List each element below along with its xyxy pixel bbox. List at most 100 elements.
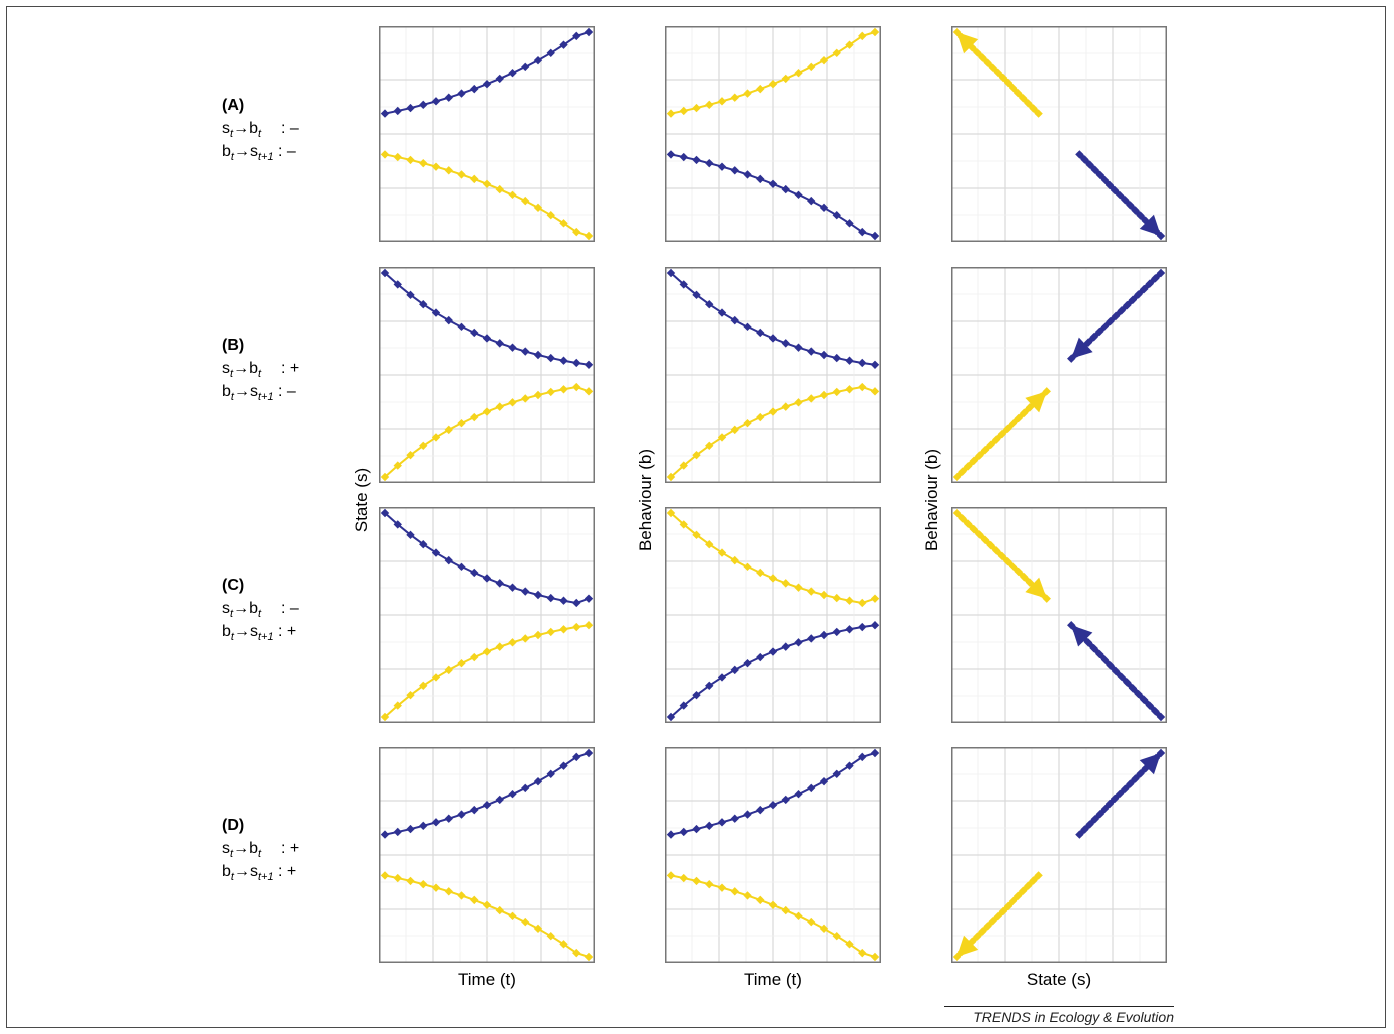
data-point-yellow bbox=[533, 924, 543, 934]
data-point-yellow bbox=[832, 48, 841, 58]
data-point-yellow bbox=[521, 196, 530, 206]
data-point-blue bbox=[832, 627, 841, 637]
data-point-yellow bbox=[679, 873, 688, 883]
data-point-yellow bbox=[666, 109, 676, 118]
data-point-blue bbox=[1100, 175, 1110, 185]
sign: : – bbox=[281, 120, 299, 137]
data-point-blue bbox=[508, 583, 517, 592]
data-point-yellow bbox=[444, 887, 453, 896]
arrowhead-blue bbox=[1071, 625, 1093, 647]
row-label-a: (A) st→bt: – bt→st+1 : – bbox=[222, 94, 299, 163]
panel-D-behaviour bbox=[665, 747, 881, 963]
panel-border bbox=[665, 507, 881, 723]
data-point-blue bbox=[431, 97, 441, 106]
data-point-blue bbox=[692, 690, 701, 700]
data-point-blue bbox=[870, 231, 880, 241]
row-label-c: (C) st→bt: – bt→st+1 : + bbox=[222, 574, 299, 643]
data-point-yellow bbox=[730, 555, 739, 565]
data-point-yellow bbox=[679, 461, 688, 470]
data-point-yellow bbox=[444, 166, 453, 175]
panel-B-state bbox=[379, 267, 595, 483]
data-point-blue bbox=[743, 810, 752, 819]
sign: : + bbox=[281, 840, 300, 857]
plot-D-behaviour bbox=[665, 747, 881, 963]
data-point-yellow bbox=[533, 630, 543, 640]
data-point-yellow bbox=[546, 627, 555, 637]
data-point-yellow bbox=[978, 927, 987, 936]
data-point-yellow bbox=[819, 590, 829, 600]
data-point-blue bbox=[406, 824, 415, 834]
data-point-yellow bbox=[832, 593, 841, 603]
s-to-b-relation: st→bt: + bbox=[222, 840, 300, 860]
panel-D-phase bbox=[951, 747, 1167, 963]
data-point-yellow bbox=[419, 879, 428, 889]
data-point-blue bbox=[743, 322, 752, 332]
panel-border bbox=[665, 747, 881, 963]
data-point-blue bbox=[692, 824, 701, 834]
data-point-yellow bbox=[457, 418, 466, 428]
data-point-yellow bbox=[559, 219, 568, 228]
data-point-yellow bbox=[559, 385, 568, 394]
data-point-blue bbox=[482, 801, 492, 810]
data-point-yellow bbox=[794, 583, 803, 592]
data-point-yellow bbox=[692, 530, 701, 540]
data-point-yellow bbox=[743, 89, 752, 98]
data-point-blue bbox=[781, 642, 790, 651]
data-point-yellow bbox=[768, 900, 778, 909]
panel-border bbox=[951, 747, 1167, 963]
data-point-blue bbox=[393, 827, 402, 837]
data-point-blue bbox=[1111, 666, 1121, 676]
data-point-yellow bbox=[845, 596, 854, 605]
data-point-yellow bbox=[756, 895, 765, 905]
sign: : + bbox=[278, 623, 297, 640]
data-point-yellow bbox=[992, 546, 1001, 555]
data-point-yellow bbox=[584, 231, 594, 241]
data-point-yellow bbox=[819, 390, 829, 400]
data-point-blue bbox=[832, 353, 841, 363]
journal-footer: TRENDS in Ecology & Evolution bbox=[944, 1006, 1174, 1025]
data-point-blue bbox=[819, 630, 829, 640]
data-point-yellow bbox=[495, 642, 504, 651]
s-to-b-relation: st→bt: + bbox=[222, 360, 300, 380]
data-point-blue bbox=[743, 170, 752, 179]
data-point-yellow bbox=[666, 508, 676, 518]
b-to-s-relation: bt→st+1 : – bbox=[222, 383, 296, 403]
data-point-yellow bbox=[521, 394, 530, 403]
data-point-yellow bbox=[419, 441, 428, 450]
sign: : – bbox=[278, 143, 296, 160]
data-point-yellow bbox=[958, 514, 967, 523]
data-point-blue bbox=[584, 360, 594, 369]
data-point-yellow bbox=[807, 62, 816, 72]
data-point-blue bbox=[679, 701, 688, 710]
data-point-blue bbox=[1134, 290, 1143, 299]
panel-D-state bbox=[379, 747, 595, 963]
data-point-blue bbox=[743, 658, 752, 668]
data-point-yellow bbox=[743, 562, 752, 572]
data-point-yellow bbox=[679, 106, 688, 116]
panel-B-behaviour bbox=[665, 267, 881, 483]
data-point-blue bbox=[870, 621, 880, 630]
panel-border bbox=[379, 747, 595, 963]
data-point-blue bbox=[431, 818, 441, 827]
data-point-yellow bbox=[679, 520, 688, 529]
data-point-yellow bbox=[572, 622, 581, 632]
data-point-yellow bbox=[495, 905, 504, 915]
data-point-blue bbox=[730, 315, 739, 325]
plot-D-state bbox=[379, 747, 595, 963]
data-point-yellow bbox=[832, 931, 841, 941]
data-point-blue bbox=[730, 665, 739, 675]
data-point-yellow bbox=[858, 31, 867, 41]
data-point-yellow bbox=[705, 879, 714, 889]
data-point-blue bbox=[406, 103, 415, 113]
data-point-blue bbox=[559, 596, 568, 605]
data-point-blue bbox=[730, 814, 739, 823]
data-point-yellow bbox=[457, 891, 466, 900]
data-point-yellow bbox=[705, 441, 714, 450]
data-point-blue bbox=[457, 322, 466, 332]
arrowhead-blue bbox=[1139, 753, 1161, 775]
data-point-blue bbox=[1085, 160, 1094, 169]
data-point-blue bbox=[495, 795, 504, 805]
data-point-blue bbox=[819, 203, 829, 213]
data-point-blue bbox=[495, 74, 504, 84]
data-point-blue bbox=[768, 334, 778, 343]
